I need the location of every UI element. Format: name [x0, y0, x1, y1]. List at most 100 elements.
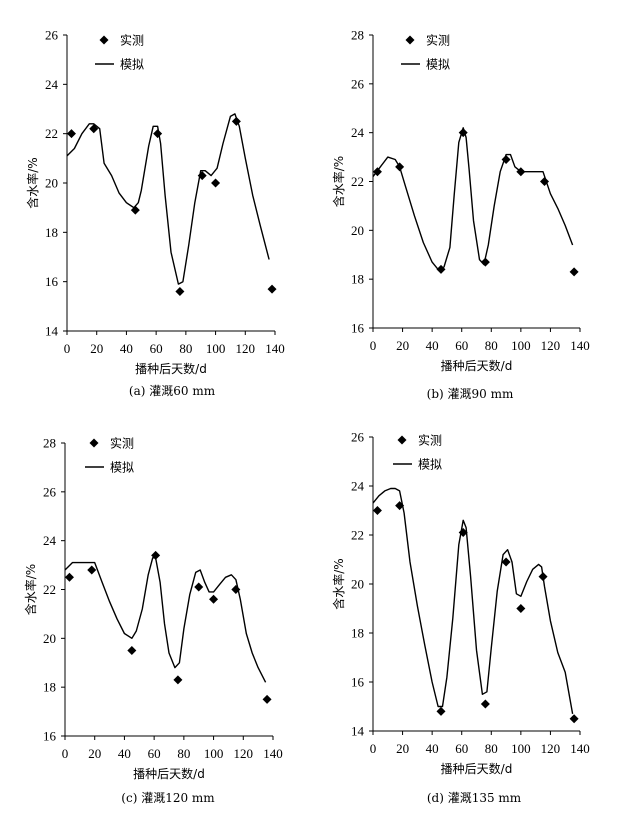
caption-d: (d) 灌溉135 mm: [427, 791, 522, 805]
caption-b: (b) 灌溉90 mm: [427, 387, 514, 401]
x-tick-label-d: 40: [426, 741, 439, 756]
measured-point-b: [501, 155, 511, 165]
measured-point-b: [569, 267, 579, 277]
legend-marker-measured-a: [99, 35, 109, 45]
measured-point-d: [436, 706, 446, 716]
legend-label-simulated-b: 模拟: [426, 58, 450, 72]
x-tick-label-a: 0: [64, 341, 71, 356]
measured-point-b: [372, 167, 382, 177]
y-tick-label-b: 18: [351, 272, 364, 287]
x-tick-label-b: 80: [485, 338, 498, 353]
measured-point-a: [130, 205, 140, 215]
measured-point-a: [197, 171, 207, 181]
measured-point-a: [211, 178, 221, 188]
measured-point-c: [151, 550, 161, 560]
measured-point-c: [209, 594, 219, 604]
y-tick-label-d: 18: [351, 626, 364, 641]
x-tick-label-c: 140: [263, 746, 283, 761]
measured-point-b: [480, 257, 490, 267]
x-tick-label-d: 140: [570, 741, 590, 756]
y-tick-label-c: 28: [43, 436, 56, 451]
measured-point-d: [538, 572, 548, 582]
x-tick-label-d: 100: [511, 741, 531, 756]
x-tick-label-c: 80: [177, 746, 190, 761]
legend-label-measured-a: 实测: [120, 33, 144, 48]
x-tick-label-d: 60: [455, 741, 468, 756]
y-tick-label-a: 16: [45, 274, 59, 289]
caption-c: (c) 灌溉120 mm: [121, 791, 215, 805]
measured-point-c: [64, 572, 74, 582]
y-tick-label-b: 26: [351, 76, 365, 91]
measured-point-a: [89, 124, 99, 134]
x-tick-label-b: 100: [511, 338, 531, 353]
y-tick-label-b: 16: [351, 321, 365, 336]
measured-point-b: [540, 177, 550, 186]
x-tick-label-d: 120: [541, 741, 561, 756]
y-tick-label-a: 24: [45, 77, 59, 92]
measured-point-d: [516, 604, 526, 613]
x-tick-label-a: 140: [265, 341, 285, 356]
y-tick-label-b: 28: [351, 28, 364, 43]
legend-label-measured-b: 实测: [426, 33, 450, 48]
measured-point-c: [127, 646, 137, 656]
simulated-line-d: [372, 487, 574, 715]
x-tick-label-d: 20: [396, 741, 409, 756]
x-tick-label-c: 100: [204, 746, 224, 761]
x-tick-label-b: 120: [541, 338, 561, 353]
measured-point-a: [231, 116, 241, 126]
chart-b: 16 18 20 22 24 26 28 0 20 40 60 80 100 120 140 播种后天数/d 含…: [331, 28, 590, 402]
x-tick-label-d: 80: [485, 741, 498, 756]
x-tick-label-b: 20: [396, 338, 409, 353]
y-tick-label-d: 20: [351, 577, 364, 592]
measured-point-a: [153, 129, 163, 139]
measured-point-c: [173, 675, 183, 685]
y-tick-label-a: 26: [45, 28, 59, 43]
y-tick-label-a: 14: [45, 324, 59, 339]
y-tick-label-d: 22: [351, 528, 364, 543]
measured-point-d: [569, 714, 579, 724]
simulated-line-c: [64, 557, 267, 683]
x-tick-label-a: 120: [236, 341, 256, 356]
chart-a: 14 16 18 20 22 24 26 0 20 40 60 80 100 120 140 播种后天数/d 含…: [25, 28, 285, 399]
x-tick-label-a: 80: [179, 341, 192, 356]
y-tick-label-c: 24: [43, 533, 57, 548]
x-tick-label-a: 20: [90, 341, 103, 356]
x-tick-label-a: 60: [150, 341, 163, 356]
legend-label-simulated-c: 模拟: [110, 461, 134, 475]
y-tick-label-b: 20: [351, 223, 364, 238]
chart-c: 16 18 20 22 24 26 28 0 20 40 60 80 100 120 140 播种后天数/d 含…: [23, 436, 283, 806]
legend-marker-measured-c: [89, 438, 99, 448]
x-tick-label-b: 0: [370, 338, 377, 353]
measured-point-c: [194, 582, 204, 592]
measured-point-b: [395, 162, 405, 172]
y-tick-label-a: 22: [45, 126, 58, 141]
x-tick-label-b: 140: [570, 338, 590, 353]
measured-point-a: [66, 129, 76, 139]
legend-marker-measured-b: [405, 35, 415, 45]
y-tick-label-c: 20: [43, 631, 56, 646]
y-tick-label-d: 16: [351, 675, 365, 690]
y-tick-label-b: 22: [351, 174, 364, 189]
x-tick-label-c: 20: [88, 746, 101, 761]
legend-label-simulated-a: 模拟: [120, 58, 144, 72]
x-tick-label-c: 40: [118, 746, 131, 761]
x-tick-label-c: 0: [62, 746, 69, 761]
measured-point-b: [436, 264, 446, 274]
y-tick-label-a: 18: [45, 225, 58, 240]
x-axis-label-a: 播种后天数/d: [135, 361, 207, 376]
measured-point-a: [267, 284, 277, 294]
measured-point-c: [262, 694, 272, 704]
y-axis-label-b: 含水率/%: [331, 156, 346, 207]
y-tick-label-a: 20: [45, 176, 58, 191]
y-tick-label-c: 16: [43, 729, 57, 744]
x-axis-label-c: 播种后天数/d: [133, 766, 205, 781]
y-tick-label-c: 22: [43, 582, 56, 597]
measured-point-d: [458, 528, 468, 538]
x-tick-label-c: 60: [148, 746, 161, 761]
measured-point-a: [175, 287, 185, 297]
legend-label-simulated-d: 模拟: [418, 458, 442, 472]
measured-point-c: [231, 585, 241, 594]
x-tick-label-b: 60: [455, 338, 468, 353]
y-tick-label-d: 26: [351, 430, 365, 445]
